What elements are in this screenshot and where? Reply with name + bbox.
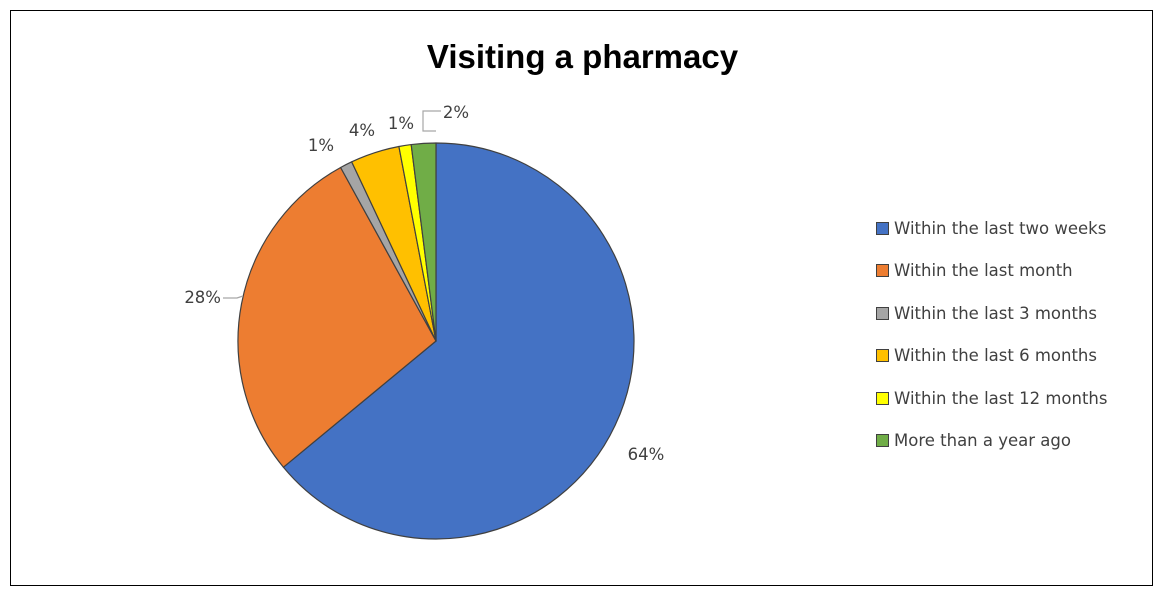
- legend-swatch: [876, 264, 889, 278]
- legend-swatch: [876, 349, 889, 363]
- legend-swatch: [876, 306, 889, 320]
- legend-swatch: [876, 391, 889, 405]
- legend-item: Within the last 6 months: [876, 345, 1107, 367]
- legend-item: Within the last two weeks: [876, 217, 1107, 239]
- legend-swatch: [876, 221, 889, 235]
- legend-label: Within the last 6 months: [894, 346, 1097, 366]
- pie-slice: [237, 166, 437, 468]
- pie-slice: [282, 142, 635, 540]
- legend-label: Within the last month: [894, 261, 1073, 281]
- data-label: 1%: [308, 136, 334, 155]
- leader-line: [223, 295, 244, 299]
- legend-item: Within the last 3 months: [876, 302, 1107, 324]
- legend-label: Within the last 3 months: [894, 303, 1097, 323]
- data-label: 28%: [184, 288, 221, 307]
- pie-slice: [410, 142, 437, 342]
- legend-item: Within the last month: [876, 260, 1107, 282]
- legend-item: Within the last 12 months: [876, 387, 1107, 409]
- chart-title: Visiting a pharmacy: [426, 38, 739, 75]
- chart-legend: Within the last two weeks Within the last…: [876, 217, 1107, 473]
- pie-chart: 64% 28% 1% 4% 1% 2%: [184, 103, 665, 540]
- legend-label: Within the last 12 months: [894, 388, 1108, 408]
- legend-item: More than a year ago: [876, 430, 1107, 452]
- data-label: 64%: [628, 445, 665, 464]
- legend-label: More than a year ago: [894, 431, 1071, 451]
- data-label: 4%: [349, 121, 375, 140]
- legend-label: Within the last two weeks: [894, 218, 1107, 238]
- chart-frame: Visiting a pharmacy 64% 28% 1% 4% 1% 2% Withi…: [10, 10, 1153, 586]
- leader-line: [422, 110, 441, 132]
- legend-swatch: [876, 434, 889, 448]
- data-label: 1%: [388, 114, 414, 133]
- data-label: 2%: [443, 103, 469, 122]
